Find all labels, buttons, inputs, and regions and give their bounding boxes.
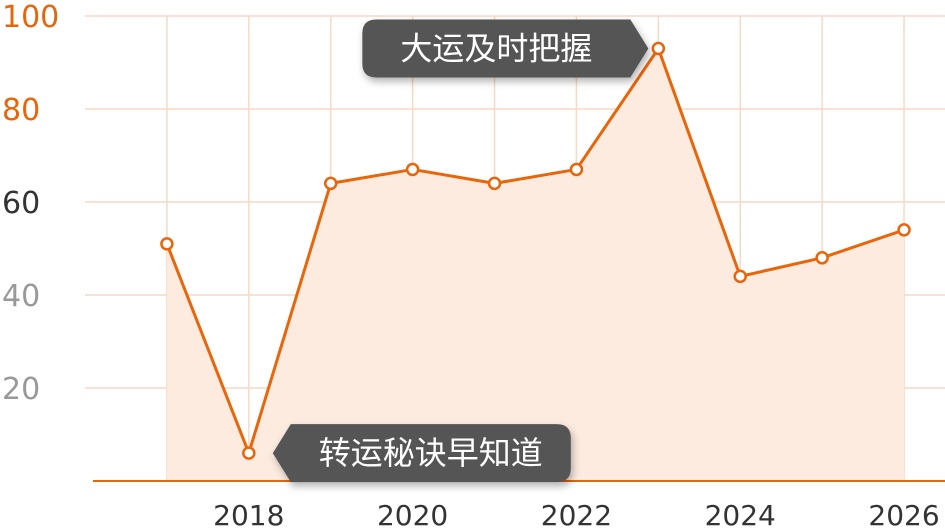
data-point [160, 237, 174, 251]
area-layer [166, 48, 905, 482]
y-tick-label: 60 [2, 186, 40, 221]
y-tick-label: 20 [2, 372, 40, 407]
x-ticks: 2018 2020 2022 2024 2026 [213, 499, 940, 531]
callout-bubble [362, 19, 649, 78]
data-point [733, 269, 747, 284]
x-tick-label: 2024 [705, 499, 776, 531]
data-point [569, 162, 584, 177]
series-line [165, 47, 905, 455]
area-fill [166, 48, 905, 482]
x-tick-label: 2018 [213, 499, 284, 531]
x-tick-label: 2022 [541, 499, 612, 531]
data-point [242, 446, 256, 460]
callout: 大运及时把握 [362, 19, 649, 78]
y-tick-label: 80 [2, 93, 40, 128]
callout-bubble [272, 424, 571, 483]
line-layer [165, 47, 905, 455]
callout-text: 大运及时把握 [400, 30, 592, 68]
y-tick-label: 40 [2, 279, 40, 314]
data-point [405, 162, 420, 177]
data-point [815, 251, 829, 265]
points-layer [160, 41, 911, 460]
callout-text: 转运秘诀早知道 [319, 434, 543, 472]
data-point [487, 176, 502, 191]
y-tick-label: 100 [2, 0, 59, 35]
x-tick-label: 2026 [868, 499, 939, 531]
data-point [651, 41, 666, 56]
data-point [323, 176, 338, 191]
callout: 转运秘诀早知道 [272, 424, 571, 483]
data-point [897, 223, 911, 237]
x-tick-label: 2020 [377, 499, 448, 531]
y-ticks: 20 40 60 80 100 [2, 0, 59, 407]
